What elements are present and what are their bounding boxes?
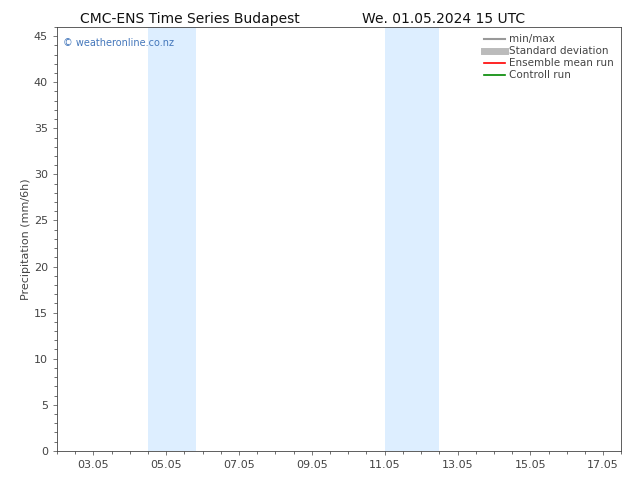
Text: © weatheronline.co.nz: © weatheronline.co.nz [63, 38, 174, 48]
Bar [148, 27, 197, 451]
Y-axis label: Precipitation (mm/6h): Precipitation (mm/6h) [21, 178, 31, 300]
Text: We. 01.05.2024 15 UTC: We. 01.05.2024 15 UTC [362, 12, 526, 26]
Text: CMC-ENS Time Series Budapest: CMC-ENS Time Series Budapest [81, 12, 300, 26]
Legend: min/max, Standard deviation, Ensemble mean run, Controll run: min/max, Standard deviation, Ensemble me… [482, 32, 616, 83]
Bar [385, 27, 439, 451]
